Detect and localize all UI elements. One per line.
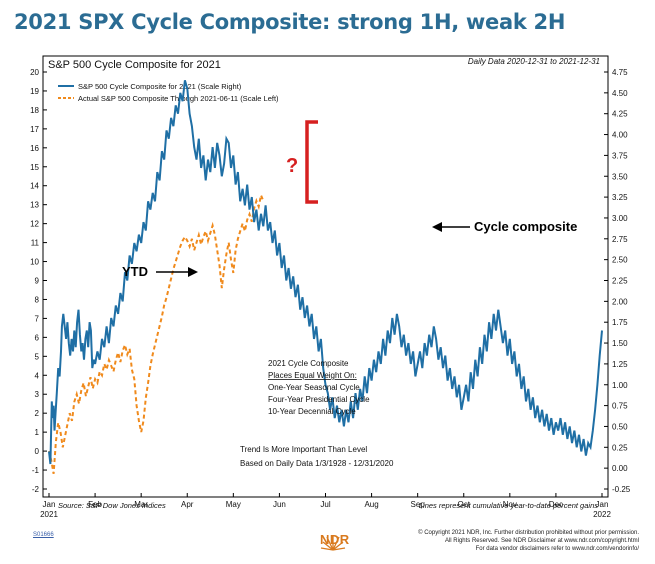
left-tick-label: 9 (35, 277, 40, 286)
text-box2-line: Trend Is More Important Than Level (240, 445, 367, 454)
chart-id-link[interactable]: S01666 (33, 532, 54, 538)
copyright-line: © Copyright 2021 NDR, Inc. Further distr… (418, 530, 639, 536)
chart-title: S&P 500 Cycle Composite for 2021 (48, 59, 221, 71)
left-tick-label: -2 (32, 485, 40, 494)
left-tick-label: 3 (35, 390, 40, 399)
right-tick-label: 1.75 (612, 318, 628, 327)
text-box-line: Four-Year Presidential Cycle (268, 395, 370, 404)
left-tick-label: 6 (35, 333, 40, 342)
left-tick-label: 14 (30, 182, 39, 191)
sunburst-icon (320, 535, 346, 551)
left-tick-label: 20 (30, 68, 39, 77)
x-tick-label: Jan (43, 500, 56, 509)
x-tick-label: Oct (458, 500, 471, 509)
source-note: Source: S&P Dow Jones Indices (58, 501, 166, 510)
cycle-arrowhead (432, 222, 442, 232)
right-tick-label: 1.25 (612, 360, 628, 369)
x-tick-label: Sep (411, 500, 426, 509)
question-bracket (305, 120, 318, 204)
right-tick-label: 4.75 (612, 68, 628, 77)
legend-label-actual: Actual S&P 500 Composite Through 2021-06… (78, 94, 279, 103)
ytd-arrowhead (188, 267, 198, 277)
right-tick-label: 1.00 (612, 381, 628, 390)
series-line-composite (48, 80, 603, 465)
x-tick-label: Aug (364, 500, 378, 509)
gains-note: Lines represent cumulative year-to-date … (419, 501, 598, 510)
x-tick-label: May (226, 500, 241, 509)
right-tick-label: 2.75 (612, 235, 628, 244)
right-tick-label: 0.00 (612, 464, 628, 473)
legend-label-composite: S&P 500 Cycle Composite for 2021 (Scale … (78, 82, 242, 91)
x-tick-label: Nov (503, 500, 517, 509)
left-tick-label: -1 (32, 466, 40, 475)
right-tick-label: 3.25 (612, 193, 628, 202)
left-tick-label: 1 (35, 428, 40, 437)
right-tick-label: 0.50 (612, 422, 628, 431)
right-tick-label: 4.25 (612, 110, 628, 119)
series-line-actual (48, 191, 265, 474)
text-box: 2021 Cycle Composite Places Equal Weight… (240, 359, 394, 468)
date-range: Daily Data 2020-12-31 to 2021-12-31 (468, 57, 600, 66)
left-tick-label: 12 (30, 220, 39, 229)
right-tick-label: 4.50 (612, 89, 628, 98)
copyright-line: For data vendor disclaimers refer to www… (475, 546, 639, 552)
left-tick-label: 16 (30, 144, 39, 153)
text-box-line: 2021 Cycle Composite (268, 359, 349, 368)
x-axis: Jan Feb Mar Apr May Jun Jul Aug Sep Oct Nov Dec Jan2… (40, 493, 611, 519)
left-tick-label: 17 (30, 125, 39, 134)
right-tick-label: -0.25 (612, 485, 631, 494)
right-tick-label: 1.50 (612, 339, 628, 348)
page-title: 2021 SPX Cycle Composite: strong 1H, wea… (14, 10, 566, 34)
x-tick-label: Apr (181, 500, 194, 509)
right-tick-label: 3.75 (612, 151, 628, 160)
annotation-ytd: YTD (122, 264, 148, 279)
left-tick-label: 19 (30, 87, 39, 96)
text-box-line: 10-Year Decennial Cycle (268, 407, 356, 416)
copyright: © Copyright 2021 NDR, Inc. Further distr… (418, 529, 639, 553)
right-tick-label: 2.25 (612, 277, 628, 286)
legend: S&P 500 Cycle Composite for 2021 (Scale … (58, 82, 279, 103)
right-tick-label: 3.50 (612, 172, 628, 181)
left-tick-label: 8 (35, 295, 40, 304)
text-box-line: One-Year Seasonal Cycle (268, 383, 360, 392)
x-year-label: 2021 (40, 510, 58, 519)
right-axis: 4.75 4.50 4.25 4.00 3.75 3.50 3.25 3.00 2.75 2.50… (604, 68, 631, 494)
right-tick-label: 0.75 (612, 402, 628, 411)
annotation-cycle-composite: Cycle composite (474, 219, 577, 234)
left-tick-label: 13 (30, 201, 39, 210)
left-tick-label: 11 (31, 239, 40, 248)
x-tick-label: Jun (273, 500, 286, 509)
ndr-logo: NDR (320, 532, 350, 551)
left-tick-label: 5 (35, 352, 40, 361)
text-box-line: Places Equal Weight On: (268, 371, 357, 380)
left-tick-label: 2 (35, 409, 40, 418)
left-tick-label: 10 (30, 258, 39, 267)
right-tick-label: 0.25 (612, 443, 628, 452)
right-tick-label: 2.00 (612, 297, 628, 306)
left-tick-label: 4 (35, 371, 40, 380)
x-year-label: 2022 (593, 510, 611, 519)
x-tick-label: Dec (549, 500, 563, 509)
left-tick-label: 18 (30, 106, 39, 115)
right-tick-label: 4.00 (612, 131, 628, 140)
left-tick-label: 0 (35, 447, 40, 456)
copyright-line: All Rights Reserved. See NDR Disclaimer … (444, 538, 639, 544)
x-tick-label: Jan (596, 500, 609, 509)
left-tick-label: 15 (30, 163, 39, 172)
x-tick-label: Feb (88, 500, 102, 509)
right-tick-label: 2.50 (612, 256, 628, 265)
annotation-question: ? (286, 155, 298, 177)
text-box2-line: Based on Daily Data 1/3/1928 - 12/31/202… (240, 459, 394, 468)
left-tick-label: 7 (35, 314, 40, 323)
x-tick-label: Mar (134, 500, 148, 509)
x-tick-label: Jul (320, 500, 330, 509)
right-tick-label: 3.00 (612, 214, 628, 223)
